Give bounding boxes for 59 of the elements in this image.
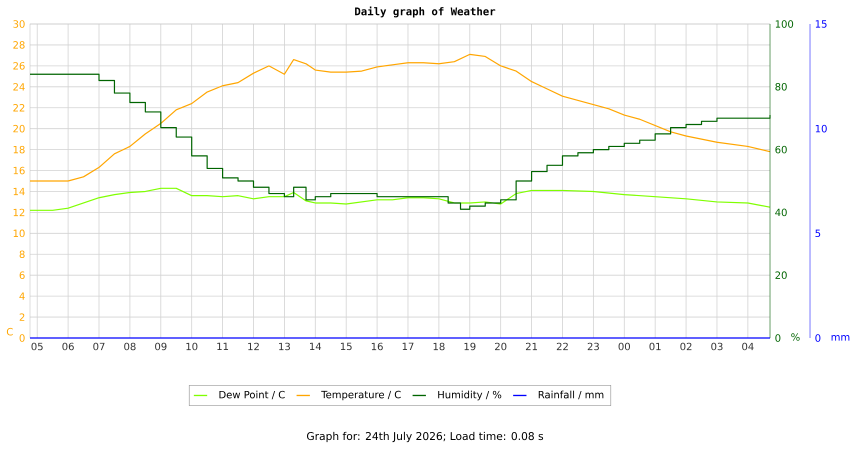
y-tick-label: 26 bbox=[13, 62, 25, 70]
x-tick-label: 03 bbox=[711, 342, 723, 350]
y3-tick-label: 0 bbox=[815, 334, 820, 342]
x-tick-label: 00 bbox=[618, 342, 630, 350]
x-tick-label: 16 bbox=[372, 342, 383, 350]
y-tick-label: 2 bbox=[20, 313, 24, 321]
x-tick-label: 23 bbox=[588, 342, 599, 350]
y-tick-label: 10 bbox=[14, 230, 25, 238]
y-tick-label: 12 bbox=[14, 208, 24, 216]
x-tick-label: 19 bbox=[464, 342, 476, 350]
y-tick-label: 6 bbox=[20, 271, 25, 279]
x-tick-label: 10 bbox=[186, 342, 198, 350]
y2-tick-label: 0 bbox=[775, 334, 780, 342]
y-tick-label: 24 bbox=[13, 83, 25, 91]
y2-tick-label: 60 bbox=[775, 146, 787, 154]
x-tick-label: 11 bbox=[217, 342, 228, 350]
text: Graph for: 24th July 2026; Load time: 0.08 s bbox=[307, 432, 544, 442]
chart-title: Daily graph of Weather bbox=[355, 6, 496, 18]
y-tick-label: 16 bbox=[14, 166, 25, 174]
y-tick-label: 28 bbox=[13, 41, 25, 49]
x-tick-label: 13 bbox=[279, 342, 290, 350]
legend-label: Rainfall / mm bbox=[538, 390, 604, 400]
y-tick-label: 0 bbox=[20, 334, 25, 342]
x-tick-label: 05 bbox=[32, 342, 43, 350]
y-tick-label: 8 bbox=[20, 250, 25, 258]
x-tick-label: 09 bbox=[155, 342, 166, 350]
x-tick-label: 02 bbox=[680, 342, 692, 350]
y-axis-title: C bbox=[6, 328, 13, 336]
x-tick-label: 12 bbox=[248, 342, 259, 350]
y3-tick-label: 15 bbox=[816, 20, 827, 28]
x-tick-label: 21 bbox=[526, 342, 538, 350]
x-tick-label: 17 bbox=[402, 342, 414, 350]
x-tick-label: 06 bbox=[62, 342, 74, 350]
x-tick-label: 08 bbox=[124, 342, 136, 350]
x-tick-label: 14 bbox=[310, 342, 322, 350]
y3-tick-label: 10 bbox=[816, 124, 827, 132]
x-tick-label: 04 bbox=[742, 342, 754, 350]
y2-tick-label: 40 bbox=[775, 208, 787, 216]
y-tick-label: 22 bbox=[13, 104, 24, 112]
x-tick-label: 07 bbox=[93, 342, 105, 350]
y2-tick-label: 20 bbox=[775, 271, 787, 279]
y2-axis-title: % bbox=[791, 333, 800, 341]
x-tick-label: 22 bbox=[556, 342, 568, 350]
y-tick-label: 30 bbox=[13, 20, 25, 28]
y3-tick-label: 5 bbox=[815, 230, 820, 238]
legend-label: Dew Point / C bbox=[219, 390, 285, 400]
legend-label: Temperature / C bbox=[321, 390, 401, 400]
y-tick-label: 14 bbox=[14, 188, 25, 196]
y3-axis-title: mm bbox=[832, 335, 850, 341]
y-tick-label: 18 bbox=[14, 146, 25, 154]
x-tick-label: 18 bbox=[434, 342, 445, 350]
x-tick-label: 15 bbox=[340, 342, 352, 350]
x-tick-label: 20 bbox=[495, 342, 506, 350]
y2-tick-label: 80 bbox=[775, 83, 787, 91]
legend-label: Humidity / % bbox=[438, 390, 502, 400]
y-tick-label: 4 bbox=[19, 292, 25, 300]
y2-tick-label: 100 bbox=[776, 20, 794, 28]
y-tick-label: 20 bbox=[13, 124, 25, 132]
x-tick-label: 01 bbox=[649, 342, 661, 350]
